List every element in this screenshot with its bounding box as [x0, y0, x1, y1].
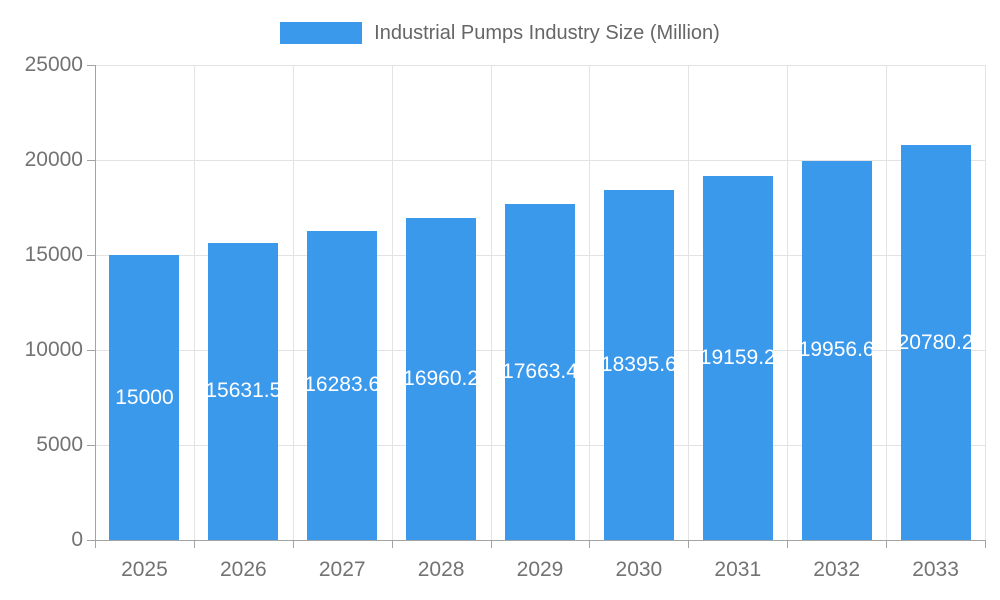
- x-gridline: [589, 65, 591, 540]
- y-axis-tick-label: 20000: [24, 148, 83, 171]
- x-gridline: [292, 65, 294, 540]
- bar-2033: 20780.2: [900, 145, 971, 540]
- y-axis-tick: [87, 255, 95, 256]
- bar-2031: 19159.2: [702, 175, 773, 540]
- x-axis-category-label: 2031: [714, 558, 762, 581]
- bar-2032: 19956.6: [801, 160, 872, 540]
- bar-value-label: 16960.2: [406, 366, 477, 390]
- x-axis-category-label: 2025: [121, 558, 168, 581]
- x-axis-tick: [490, 540, 492, 548]
- y-axis-line: [95, 65, 96, 540]
- y-axis-tick: [87, 350, 95, 351]
- bar-value-label: 17663.4: [505, 360, 575, 384]
- x-axis-tick: [292, 540, 294, 548]
- x-axis-line: [95, 540, 985, 541]
- chart-legend: Industrial Pumps Industry Size (Million): [0, 20, 1000, 46]
- x-gridline: [886, 65, 888, 540]
- y-axis-tick: [87, 65, 95, 66]
- x-axis-tick: [688, 540, 690, 548]
- x-axis-tick: [985, 540, 986, 548]
- y-axis-tick-label: 10000: [24, 338, 83, 361]
- x-gridline: [688, 65, 690, 540]
- bar-value-label: 16283.6: [307, 373, 378, 397]
- x-axis-tick: [886, 540, 888, 548]
- x-axis-category-label: 2029: [516, 558, 564, 581]
- bar-value-label: 20780.2: [900, 330, 971, 354]
- bar-2028: 16960.2: [406, 217, 477, 540]
- x-axis-tick: [95, 540, 96, 548]
- x-axis-tick: [589, 540, 591, 548]
- x-axis-category-label: 2027: [318, 558, 366, 581]
- x-axis-tick: [787, 540, 789, 548]
- x-gridline: [193, 65, 195, 540]
- x-gridline: [490, 65, 492, 540]
- bar-value-label: 15631.5: [208, 379, 279, 403]
- legend-item-industry-size[interactable]: Industrial Pumps Industry Size (Million): [280, 22, 720, 45]
- x-axis-category-label: 2030: [615, 558, 663, 581]
- y-axis-tick-label: 25000: [24, 53, 83, 76]
- bar-value-label: 19956.6: [801, 338, 872, 362]
- legend-label: Industrial Pumps Industry Size (Million): [374, 21, 720, 44]
- bar-2030: 18395.6: [603, 190, 674, 540]
- y-axis-tick: [87, 540, 95, 541]
- bar-value-label: 19159.2: [702, 345, 773, 369]
- y-gridline: [95, 160, 985, 161]
- x-gridline: [985, 65, 986, 540]
- bar-value-label: 15000: [115, 385, 174, 409]
- y-axis-tick-label: 5000: [36, 433, 83, 456]
- plot-area: 0 5000 10000 15000 20000 25000 15000 15631.5 162…: [25, 53, 986, 581]
- x-axis-category-label: 2033: [912, 558, 959, 581]
- bar-2025: 15000: [109, 255, 180, 540]
- legend-color-swatch: [280, 22, 363, 44]
- x-axis-category-label: 2026: [219, 558, 267, 581]
- y-gridline: [95, 65, 985, 66]
- y-axis-tick: [87, 160, 95, 161]
- y-axis-tick: [87, 445, 95, 446]
- x-gridline: [787, 65, 789, 540]
- bar-2029: 17663.4: [505, 204, 575, 540]
- x-gridline: [391, 65, 393, 540]
- bar-2026: 15631.5: [208, 243, 279, 540]
- x-axis-category-label: 2028: [417, 558, 465, 581]
- x-axis-tick: [391, 540, 393, 548]
- x-axis-tick: [193, 540, 195, 548]
- y-axis-tick-label: 15000: [24, 243, 83, 266]
- bar-2027: 16283.6: [307, 230, 378, 540]
- x-axis-category-label: 2032: [813, 558, 861, 581]
- bar-value-label: 18395.6: [603, 353, 674, 377]
- y-axis-tick-label: 0: [71, 528, 83, 551]
